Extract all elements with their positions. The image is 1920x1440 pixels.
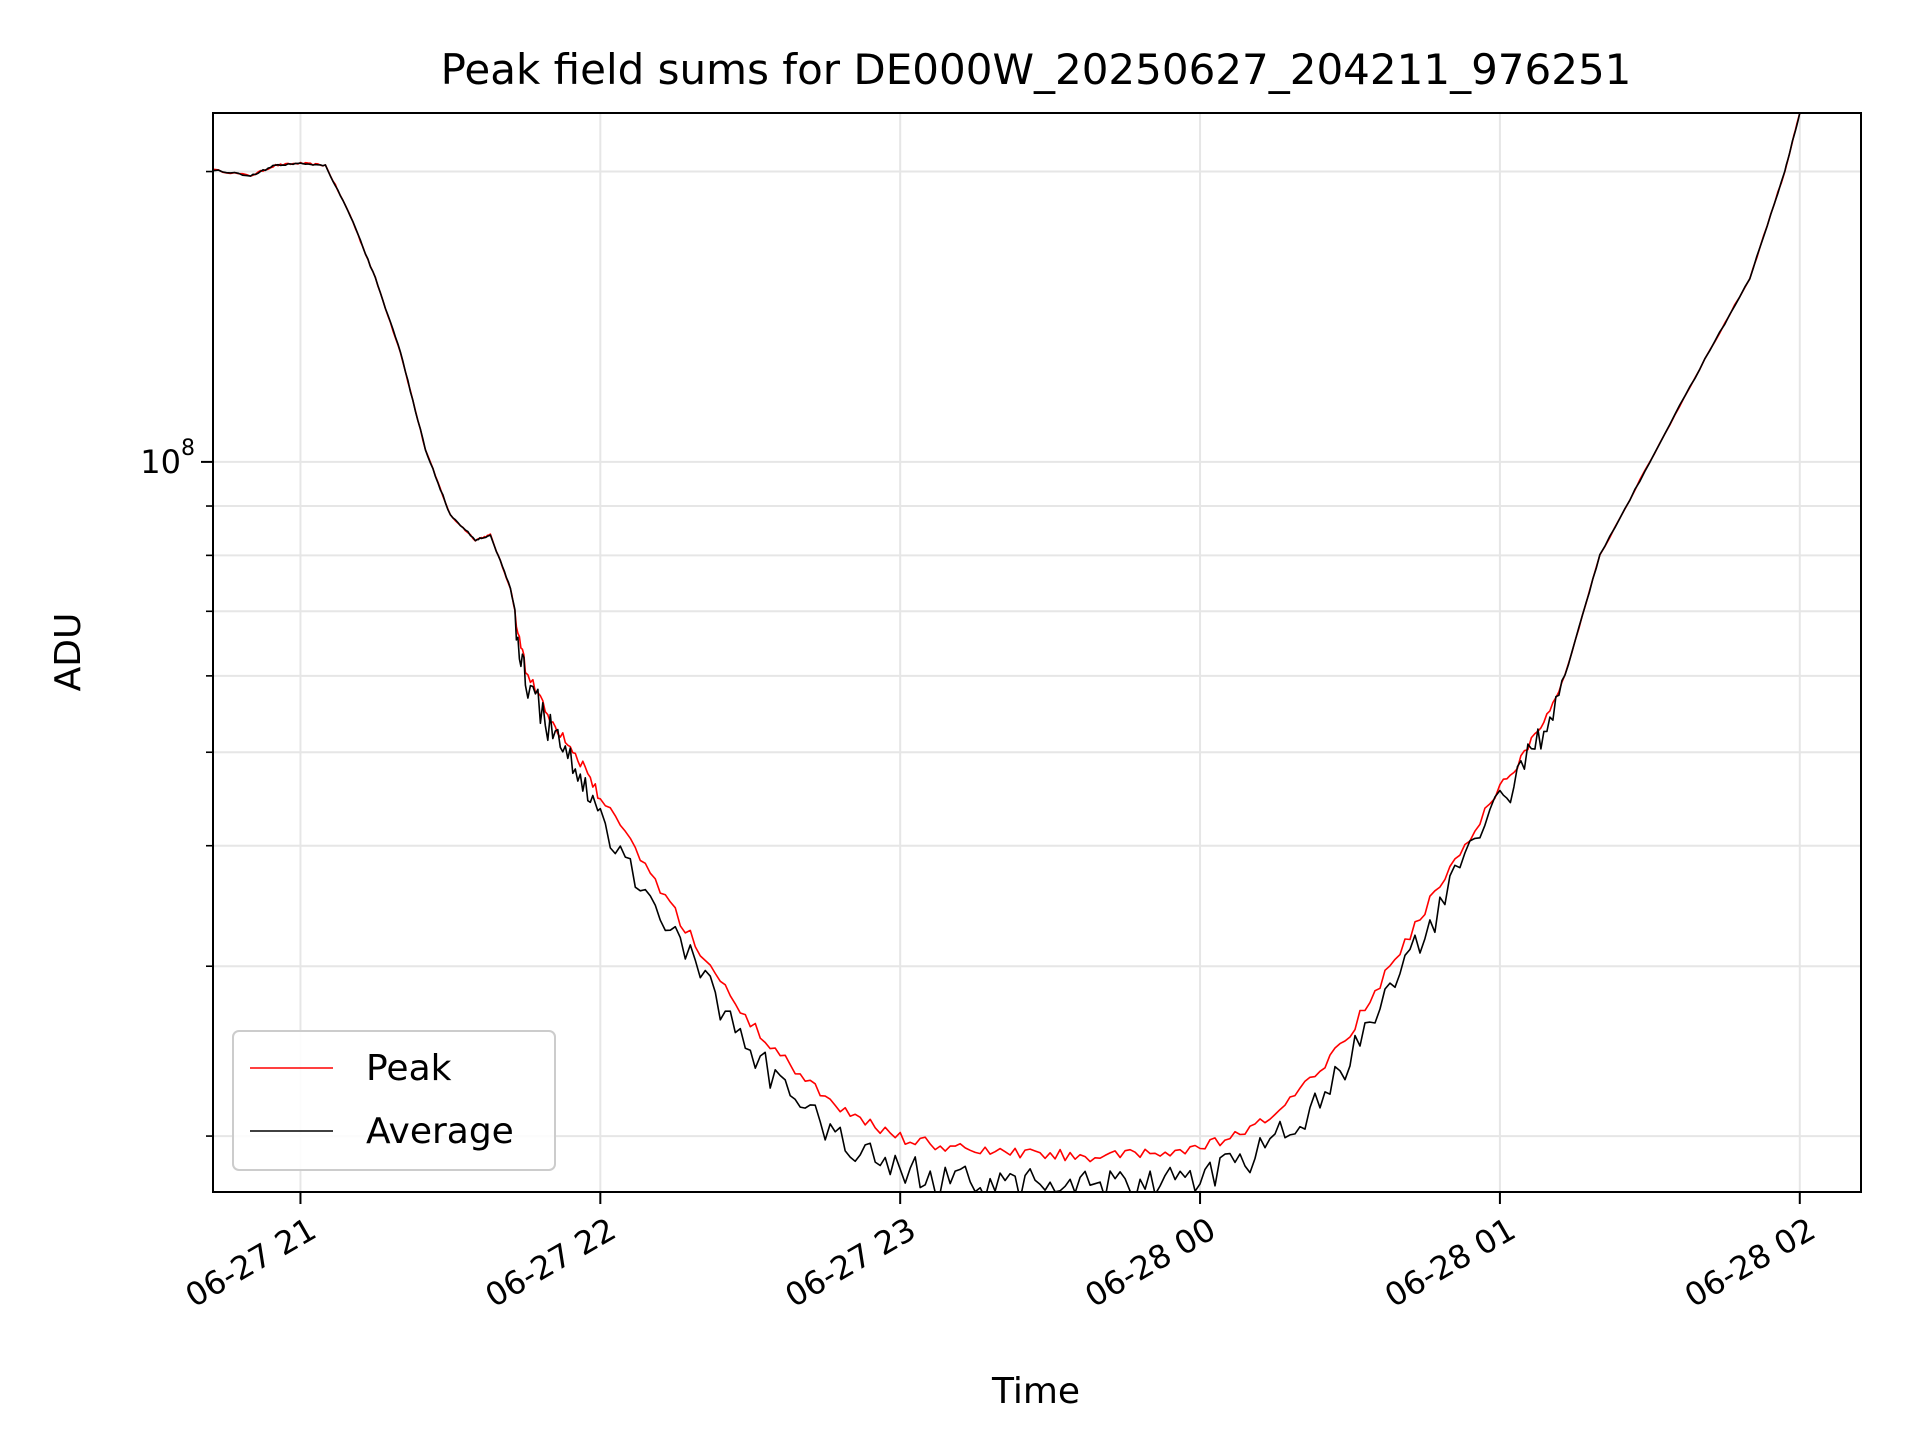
legend-average-label: Average [366, 1111, 514, 1152]
chart-title: Peak field sums for DE000W_20250627_2042… [441, 45, 1632, 94]
grid [213, 113, 1861, 1192]
x-axis-label: Time [991, 1371, 1080, 1412]
legend: Peak Average [232, 1030, 556, 1171]
plot-frame [212, 112, 1862, 1193]
y-tick-label: 108 [140, 436, 195, 481]
legend-peak-label: Peak [366, 1048, 452, 1089]
average-series-line [213, 113, 1801, 1192]
y-axis-label: ADU [48, 613, 89, 692]
legend-box [232, 1030, 556, 1171]
series-layer [213, 113, 1801, 1192]
